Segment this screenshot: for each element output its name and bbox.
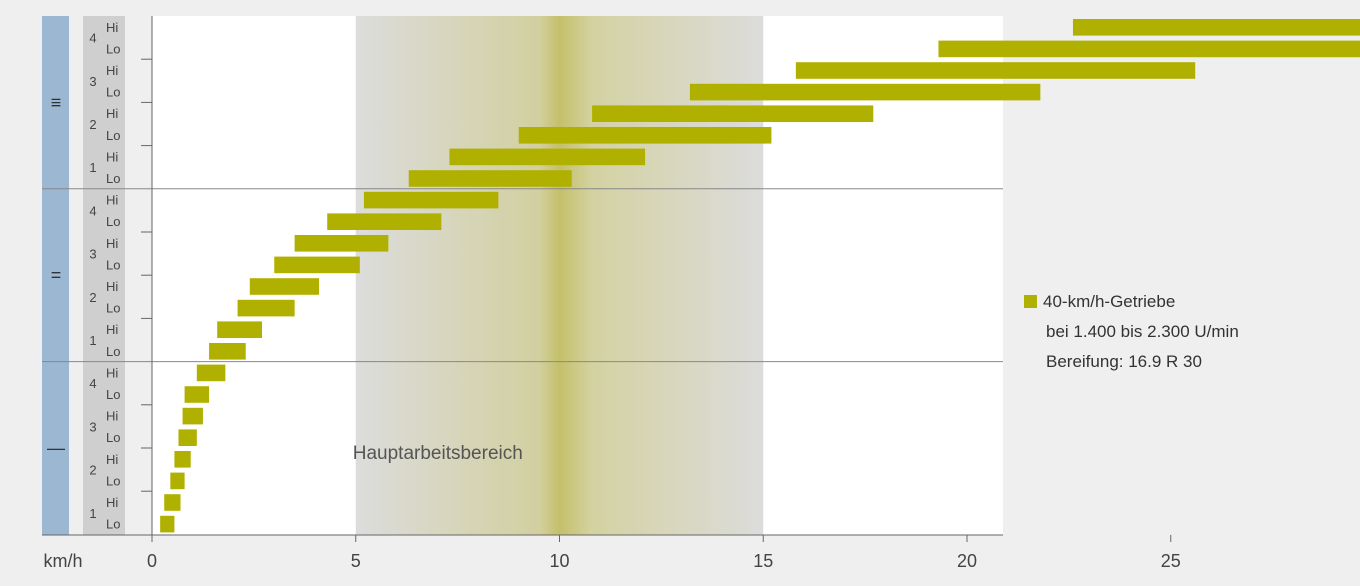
range-label: Lo xyxy=(106,344,120,359)
speed-range-bar xyxy=(363,191,499,209)
range-label: Lo xyxy=(106,85,120,100)
gear-number: 2 xyxy=(89,290,96,305)
speed-range-bar xyxy=(592,105,874,122)
speed-range-bar xyxy=(160,515,175,533)
range-label: Lo xyxy=(106,387,120,402)
group-label: ≡ xyxy=(51,92,62,112)
range-label: Hi xyxy=(106,279,118,294)
main-working-range-label: Hauptarbeitsbereich xyxy=(353,443,523,464)
range-label: Lo xyxy=(106,517,120,532)
range-label: Lo xyxy=(106,41,120,56)
x-tick-label: 25 xyxy=(1161,551,1181,571)
gear-column xyxy=(83,16,125,535)
speed-range-bar xyxy=(327,213,442,230)
gear-number: 3 xyxy=(89,247,96,262)
speed-range-bar xyxy=(795,62,1196,79)
speed-range-bar xyxy=(408,170,572,187)
legend-series: 40-km/h-Getriebe xyxy=(1024,287,1239,317)
speed-range-bar xyxy=(164,494,181,511)
main-working-range-band xyxy=(355,16,764,535)
legend-swatch xyxy=(1024,295,1037,308)
range-label: Hi xyxy=(106,452,118,467)
x-tick-label: 0 xyxy=(147,551,157,571)
speed-range-bar xyxy=(449,148,646,166)
group-column xyxy=(42,16,69,535)
speed-range-bar xyxy=(209,343,246,360)
range-label: Hi xyxy=(106,193,118,208)
x-tick-label: 20 xyxy=(957,551,977,571)
gear-number: 4 xyxy=(89,203,96,218)
legend-tire-note: Bereifung: 16.9 R 30 xyxy=(1046,352,1202,371)
speed-range-bar xyxy=(237,299,295,317)
speed-range-bar xyxy=(174,451,191,468)
range-label: Lo xyxy=(106,171,120,186)
range-label: Hi xyxy=(106,495,118,510)
range-label: Hi xyxy=(106,149,118,164)
range-label: Hi xyxy=(106,365,118,380)
legend-rpm-note: bei 1.400 bis 2.300 U/min xyxy=(1046,322,1239,341)
speed-range-bar xyxy=(184,386,210,403)
range-label: Lo xyxy=(106,128,120,143)
range-label: Hi xyxy=(106,322,118,337)
gear-number: 3 xyxy=(89,74,96,89)
gear-number: 4 xyxy=(89,376,96,391)
legend: 40-km/h-Getriebe bei 1.400 bis 2.300 U/m… xyxy=(1024,287,1239,377)
group-label: = xyxy=(51,265,62,285)
gear-number: 3 xyxy=(89,419,96,434)
range-label: Hi xyxy=(106,20,118,35)
speed-range-bar xyxy=(170,472,185,490)
speed-range-bar xyxy=(274,256,360,274)
speed-range-bar xyxy=(689,83,1041,101)
gear-number: 2 xyxy=(89,463,96,478)
speed-range-bar xyxy=(196,364,226,382)
speed-range-bar xyxy=(217,321,263,338)
range-label: Lo xyxy=(106,214,120,229)
range-label: Hi xyxy=(106,106,118,121)
speed-range-bar xyxy=(938,40,1360,58)
range-label: Hi xyxy=(106,63,118,78)
range-label: Lo xyxy=(106,257,120,272)
gear-number: 1 xyxy=(89,333,96,348)
gear-number: 4 xyxy=(89,31,96,46)
range-label: Lo xyxy=(106,473,120,488)
gear-number: 1 xyxy=(89,160,96,175)
gear-number: 2 xyxy=(89,117,96,132)
speed-range-bar xyxy=(518,127,772,144)
speed-range-bar xyxy=(182,407,203,425)
x-tick-label: 15 xyxy=(753,551,773,571)
speed-range-bar xyxy=(178,429,197,446)
group-label: — xyxy=(47,438,65,458)
gear-number: 1 xyxy=(89,506,96,521)
x-tick-label: 10 xyxy=(549,551,569,571)
legend-series-label: 40-km/h-Getriebe xyxy=(1043,292,1176,311)
speed-range-bar xyxy=(1072,19,1360,36)
range-label: Hi xyxy=(106,236,118,251)
range-label: Hi xyxy=(106,409,118,424)
speed-range-bar xyxy=(294,235,389,252)
x-tick-label: 5 xyxy=(351,551,361,571)
range-label: Lo xyxy=(106,430,120,445)
range-label: Lo xyxy=(106,301,120,316)
speed-range-bar xyxy=(249,278,320,295)
x-axis-label: km/h xyxy=(43,551,82,571)
